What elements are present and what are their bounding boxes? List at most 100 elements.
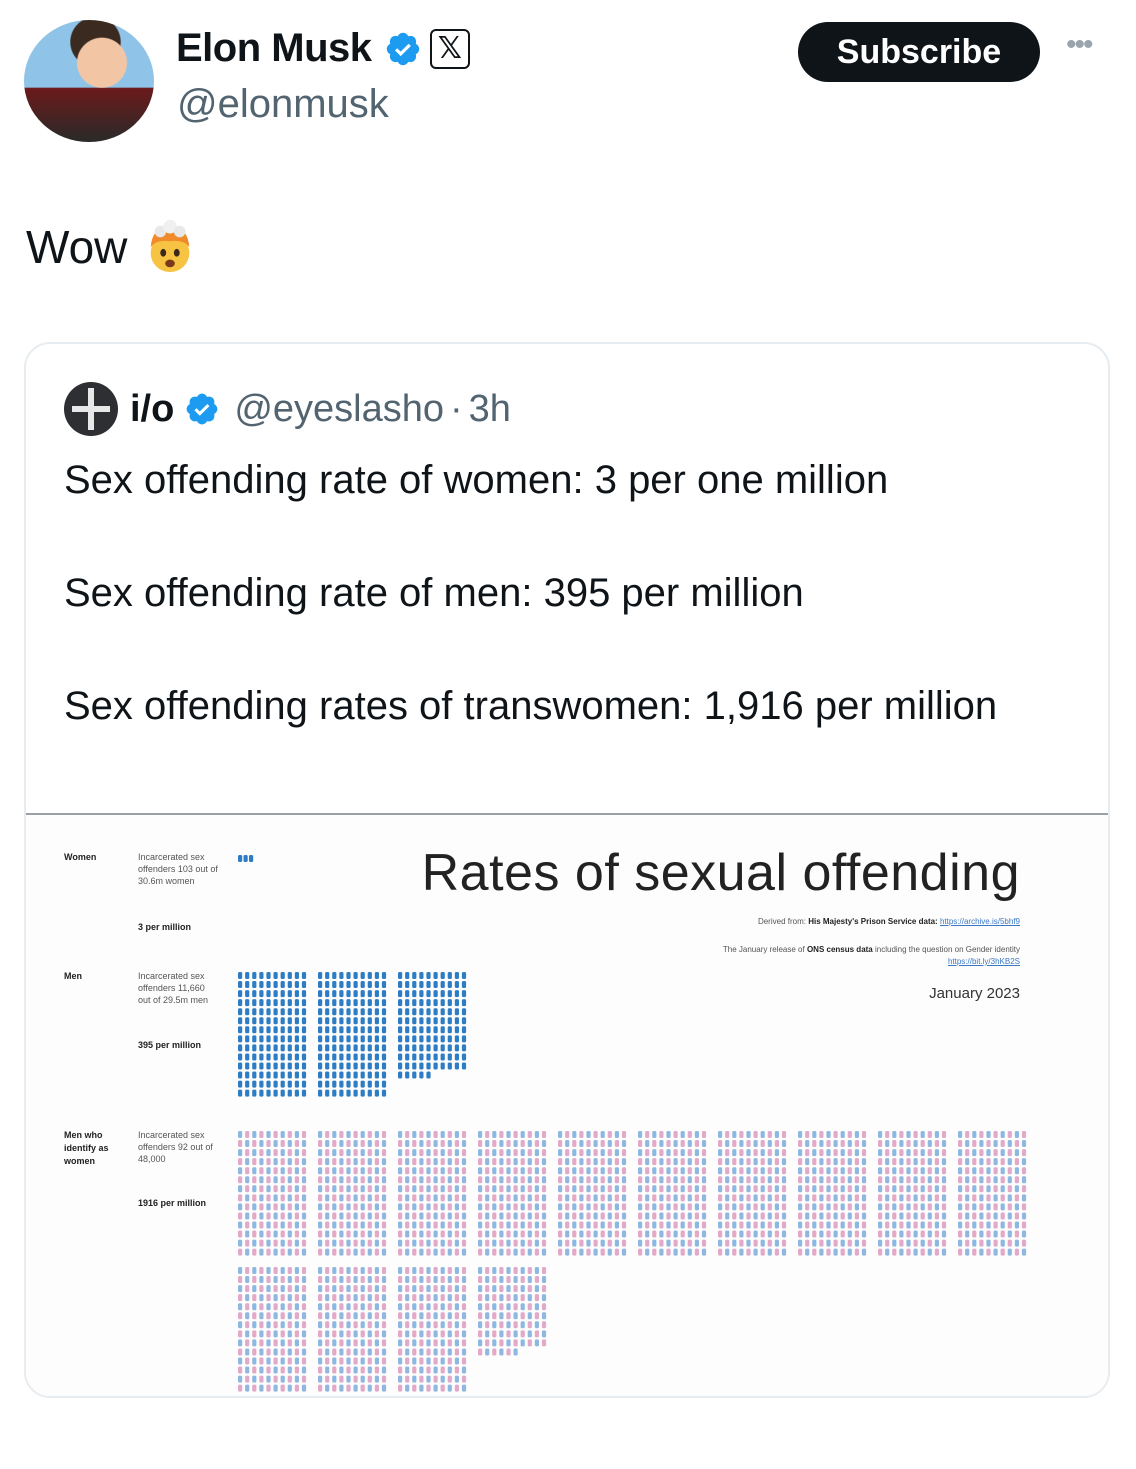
person-icon-trans (812, 1194, 817, 1202)
quoted-tweet-card[interactable]: i/o @eyeslasho · 3h Sex offending rate o… (24, 342, 1110, 1398)
person-icon-trans (913, 1149, 918, 1157)
person-icon-trans (1007, 1158, 1012, 1166)
person-icon-trans (325, 1384, 330, 1392)
person-icon-trans (318, 1239, 323, 1247)
person-icon-trans (374, 1312, 379, 1320)
person-icon-trans (346, 1158, 351, 1166)
person-icon-trans (398, 1248, 403, 1256)
person-icon-trans (986, 1185, 991, 1193)
quoted-author-handle[interactable]: @eyeslasho (234, 387, 445, 430)
person-icon-trans (607, 1239, 612, 1247)
person-icon-trans (318, 1194, 323, 1202)
person-icon-trans (433, 1248, 438, 1256)
person-icon-trans (447, 1375, 452, 1383)
person-icon-trans (892, 1158, 897, 1166)
person-icon-trans (781, 1158, 787, 1166)
person-icon-trans (325, 1203, 330, 1211)
person-icon-trans (301, 1312, 307, 1320)
person-icon-trans (513, 1140, 518, 1148)
person-icon-trans (478, 1339, 483, 1347)
author-handle[interactable]: @elonmusk (177, 82, 389, 126)
infographic-image[interactable]: Rates of sexual offending Derived from: … (26, 815, 1108, 1396)
person-icon-trans (885, 1221, 890, 1229)
person-icon-trans (1021, 1248, 1027, 1256)
person-icon-trans (614, 1167, 619, 1175)
census-link[interactable]: https://bit.ly/3hKB2S (947, 957, 1020, 966)
person-icon-trans (419, 1194, 424, 1202)
person-icon-men (381, 981, 387, 989)
person-icon-trans (979, 1239, 984, 1247)
person-icon-trans (447, 1212, 452, 1220)
person-icon-trans (478, 1330, 483, 1338)
person-icon-trans (673, 1131, 678, 1138)
person-icon-trans (1000, 1167, 1005, 1175)
person-icon-trans (600, 1176, 605, 1184)
person-icon-trans (753, 1167, 758, 1175)
person-icon-trans (746, 1221, 751, 1229)
person-icon-trans (461, 1212, 467, 1220)
person-icon-trans (638, 1185, 643, 1193)
person-icon-trans (607, 1167, 612, 1175)
person-icon-trans (360, 1330, 365, 1338)
person-icon-trans (746, 1149, 751, 1157)
person-icon-trans (621, 1140, 627, 1148)
person-icon-trans (607, 1194, 612, 1202)
person-icon-trans (659, 1158, 664, 1166)
person-icon-trans (485, 1294, 490, 1302)
person-icon-trans (812, 1140, 817, 1148)
subscribe-button[interactable]: Subscribe (798, 22, 1040, 82)
person-icon-trans (447, 1285, 452, 1293)
person-icon-trans (680, 1131, 685, 1138)
person-icon-trans (367, 1221, 372, 1229)
person-icon-men (339, 981, 344, 989)
source-link[interactable]: https://archive.is/5bhf9 (939, 917, 1020, 926)
person-icon-trans (986, 1131, 991, 1138)
person-icon-trans (854, 1149, 859, 1157)
person-icon-trans (381, 1312, 387, 1320)
person-icon-men (374, 981, 379, 989)
person-icon-trans (861, 1140, 867, 1148)
person-icon-men (405, 1017, 410, 1025)
person-icon-trans (419, 1375, 424, 1383)
author-display-name[interactable]: Elon Musk (176, 26, 372, 70)
person-icon-trans (419, 1230, 424, 1238)
person-icon-trans (506, 1140, 511, 1148)
person-icon-men (412, 1071, 417, 1079)
person-icon-men (447, 1044, 452, 1052)
person-icon-trans (301, 1348, 307, 1356)
person-icon-trans (426, 1321, 431, 1329)
person-icon-trans (892, 1167, 897, 1175)
person-icon-men (318, 999, 323, 1007)
person-icon-trans (245, 1312, 250, 1320)
person-icon-trans (318, 1167, 323, 1175)
quoted-author-name[interactable]: i/o (130, 387, 175, 430)
infographic-date: January 2023 (929, 985, 1020, 1002)
person-icon-trans (767, 1230, 772, 1238)
person-icon-trans (972, 1185, 977, 1193)
person-icon-trans (979, 1140, 984, 1148)
person-icon-trans (826, 1167, 831, 1175)
person-icon-trans (398, 1375, 403, 1383)
person-icon-men (280, 1071, 285, 1079)
quoted-timestamp[interactable]: 3h (468, 387, 511, 430)
person-icon-trans (993, 1176, 998, 1184)
author-avatar[interactable] (24, 20, 154, 142)
person-icon-trans (339, 1384, 344, 1392)
person-icon-trans (941, 1230, 947, 1238)
person-icon-trans (586, 1185, 591, 1193)
more-options-icon[interactable]: ••• (1066, 28, 1093, 61)
person-icon-trans (892, 1185, 897, 1193)
quoted-author-avatar[interactable] (64, 382, 118, 436)
person-icon-trans (760, 1194, 765, 1202)
person-icon-trans (520, 1239, 525, 1247)
person-icon-trans (259, 1167, 264, 1175)
person-icon-trans (367, 1131, 372, 1138)
person-icon-trans (1007, 1239, 1012, 1247)
person-icon-trans (280, 1203, 285, 1211)
person-icon-trans (941, 1158, 947, 1166)
person-icon-trans (440, 1366, 445, 1374)
person-icon-trans (374, 1248, 379, 1256)
person-icon-men (374, 1008, 379, 1016)
person-icon-trans (245, 1384, 250, 1392)
person-icon-trans (454, 1294, 459, 1302)
